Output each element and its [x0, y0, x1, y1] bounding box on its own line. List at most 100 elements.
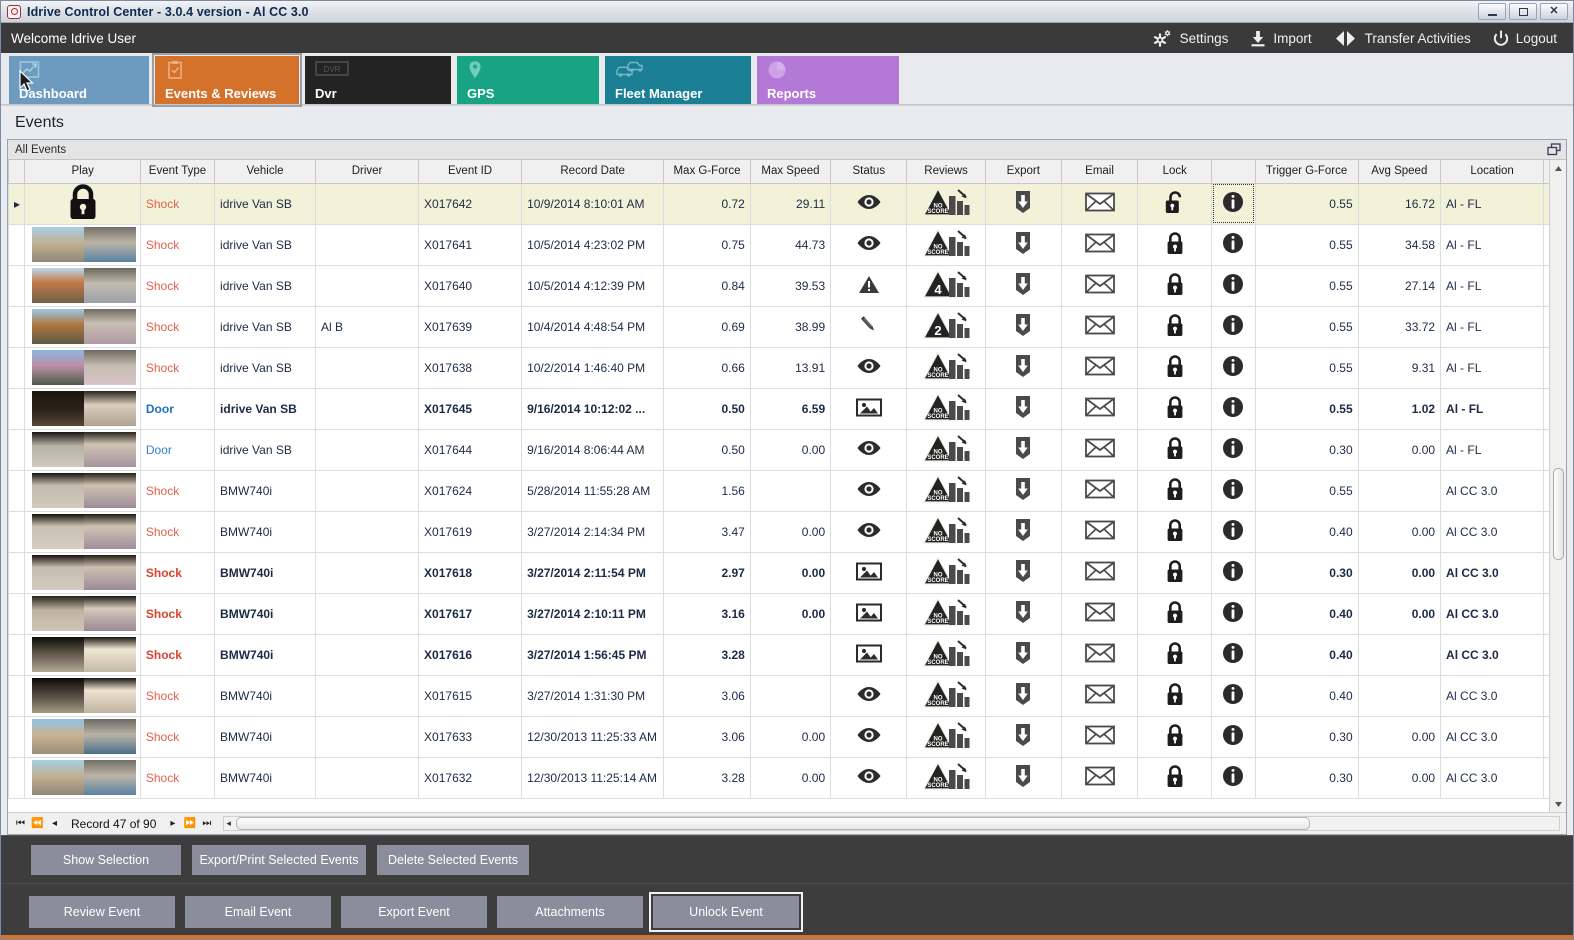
status-eye-icon[interactable]: [856, 482, 882, 500]
cell-reviews[interactable]: 4: [906, 264, 986, 307]
lock-closed-icon[interactable]: [1165, 396, 1185, 422]
lock-closed-icon[interactable]: [1165, 601, 1185, 627]
lock-closed-icon[interactable]: [1165, 642, 1185, 668]
settings-button[interactable]: Settings: [1151, 29, 1228, 47]
cell-status[interactable]: [830, 346, 908, 389]
export-event-button[interactable]: Export Event: [341, 895, 487, 928]
nav-next-record-button[interactable]: ▸: [170, 818, 176, 829]
table-row[interactable]: Shock BMW740i X017617 3/27/2014 2:10:11 PM 3…: [8, 592, 1549, 635]
cell-lock[interactable]: [1137, 428, 1213, 471]
table-row[interactable]: Shock idrive Van SB Al B X017639 10/4/2014 4…: [8, 305, 1549, 348]
info-icon[interactable]: [1222, 520, 1244, 544]
cell-export[interactable]: [984, 756, 1062, 799]
play-thumbnail[interactable]: [32, 760, 137, 795]
cell-play[interactable]: [24, 428, 141, 471]
cell-info[interactable]: [1211, 551, 1256, 594]
cell-email[interactable]: [1060, 387, 1139, 430]
table-row[interactable]: Shock idrive Van SB X017638 10/2/2014 1:46:…: [8, 346, 1549, 389]
play-thumbnail[interactable]: [32, 391, 137, 426]
play-thumbnail[interactable]: [32, 719, 137, 754]
export-icon[interactable]: [1012, 437, 1034, 463]
export-icon[interactable]: [1012, 642, 1034, 668]
info-icon[interactable]: [1222, 643, 1244, 667]
export-icon[interactable]: [1012, 232, 1034, 258]
transfer-activities-button[interactable]: Transfer Activities: [1334, 30, 1471, 47]
column-header-event-id[interactable]: Event ID: [418, 160, 523, 184]
export-icon[interactable]: [1012, 765, 1034, 791]
cell-play[interactable]: [24, 633, 141, 676]
cell-email[interactable]: [1060, 428, 1139, 471]
review-score-icon[interactable]: NO SCORE: [922, 720, 970, 753]
review-score-icon[interactable]: NO SCORE: [922, 597, 970, 630]
review-score-icon[interactable]: 2: [922, 310, 970, 343]
lock-closed-icon[interactable]: [1165, 437, 1185, 463]
play-thumbnail[interactable]: [32, 268, 137, 303]
column-header-department[interactable]: Departme: [1543, 160, 1549, 184]
review-score-icon[interactable]: NO SCORE: [922, 351, 970, 384]
status-edit-icon[interactable]: [858, 316, 880, 338]
cell-status[interactable]: [830, 715, 908, 758]
cell-info[interactable]: [1211, 346, 1256, 389]
table-row[interactable]: Shock BMW740i X017633 12/30/2013 11:25:33 A…: [8, 715, 1549, 758]
lock-closed-icon[interactable]: [1165, 519, 1185, 545]
scroll-up-arrow-icon[interactable]: [1550, 160, 1566, 176]
email-icon[interactable]: [1084, 192, 1115, 215]
export-icon[interactable]: [1012, 683, 1034, 709]
table-row[interactable]: Shock BMW740i X017615 3/27/2014 1:31:30 PM 3…: [8, 674, 1549, 717]
column-header-play[interactable]: Play: [24, 160, 141, 184]
scroll-down-arrow-icon[interactable]: [1550, 796, 1566, 812]
email-icon[interactable]: [1084, 766, 1115, 789]
minimize-button[interactable]: [1478, 3, 1506, 20]
cell-play[interactable]: [24, 674, 141, 717]
cell-reviews[interactable]: NO SCORE: [906, 551, 986, 594]
table-row[interactable]: Shock BMW740i X017624 5/28/2014 11:55:28 AM…: [8, 469, 1549, 512]
table-row[interactable]: Shock BMW740i X017618 3/27/2014 2:11:54 PM 2…: [8, 551, 1549, 594]
cell-info[interactable]: [1211, 715, 1256, 758]
cell-info[interactable]: [1211, 469, 1256, 512]
cell-lock[interactable]: [1137, 182, 1213, 225]
cell-lock[interactable]: [1137, 264, 1213, 307]
cell-reviews[interactable]: NO SCORE: [906, 182, 986, 225]
cell-reviews[interactable]: NO SCORE: [906, 592, 986, 635]
cell-lock[interactable]: [1137, 674, 1213, 717]
maximize-button[interactable]: [1509, 3, 1537, 20]
lock-closed-icon[interactable]: [1165, 314, 1185, 340]
info-icon[interactable]: [1222, 397, 1244, 421]
cell-status[interactable]: [830, 510, 908, 553]
cell-lock[interactable]: [1137, 756, 1213, 799]
cell-play[interactable]: [24, 756, 141, 799]
cell-export[interactable]: [984, 633, 1062, 676]
column-header-reviews[interactable]: Reviews: [906, 160, 986, 184]
cell-info[interactable]: [1211, 387, 1256, 430]
cell-export[interactable]: [984, 715, 1062, 758]
logout-button[interactable]: Logout: [1493, 30, 1557, 47]
cell-email[interactable]: [1060, 756, 1139, 799]
cell-lock[interactable]: [1137, 305, 1213, 348]
horizontal-scrollbar[interactable]: ◂: [223, 816, 1560, 831]
cell-status[interactable]: [830, 223, 908, 266]
cell-email[interactable]: [1060, 633, 1139, 676]
cell-email[interactable]: [1060, 715, 1139, 758]
play-thumbnail[interactable]: [32, 555, 137, 590]
cell-reviews[interactable]: NO SCORE: [906, 674, 986, 717]
cell-info[interactable]: [1211, 428, 1256, 471]
cell-play[interactable]: [24, 715, 141, 758]
play-thumbnail[interactable]: [32, 637, 137, 672]
delete-selected-events-button[interactable]: Delete Selected Events: [377, 844, 529, 875]
column-header-location[interactable]: Location: [1440, 160, 1545, 184]
lock-open-icon[interactable]: [1164, 191, 1186, 217]
cell-play[interactable]: [24, 264, 141, 307]
info-icon[interactable]: [1222, 438, 1244, 462]
cell-reviews[interactable]: NO SCORE: [906, 715, 986, 758]
review-score-icon[interactable]: 4: [922, 269, 970, 302]
cell-lock[interactable]: [1137, 387, 1213, 430]
cell-email[interactable]: [1060, 346, 1139, 389]
review-score-icon[interactable]: NO SCORE: [922, 187, 970, 220]
play-thumbnail[interactable]: [32, 432, 137, 467]
expand-panel-icon[interactable]: [1547, 143, 1561, 159]
cell-export[interactable]: [984, 674, 1062, 717]
cell-email[interactable]: [1060, 182, 1139, 225]
cell-lock[interactable]: [1137, 223, 1213, 266]
cell-status[interactable]: [830, 592, 908, 635]
export-icon[interactable]: [1012, 724, 1034, 750]
